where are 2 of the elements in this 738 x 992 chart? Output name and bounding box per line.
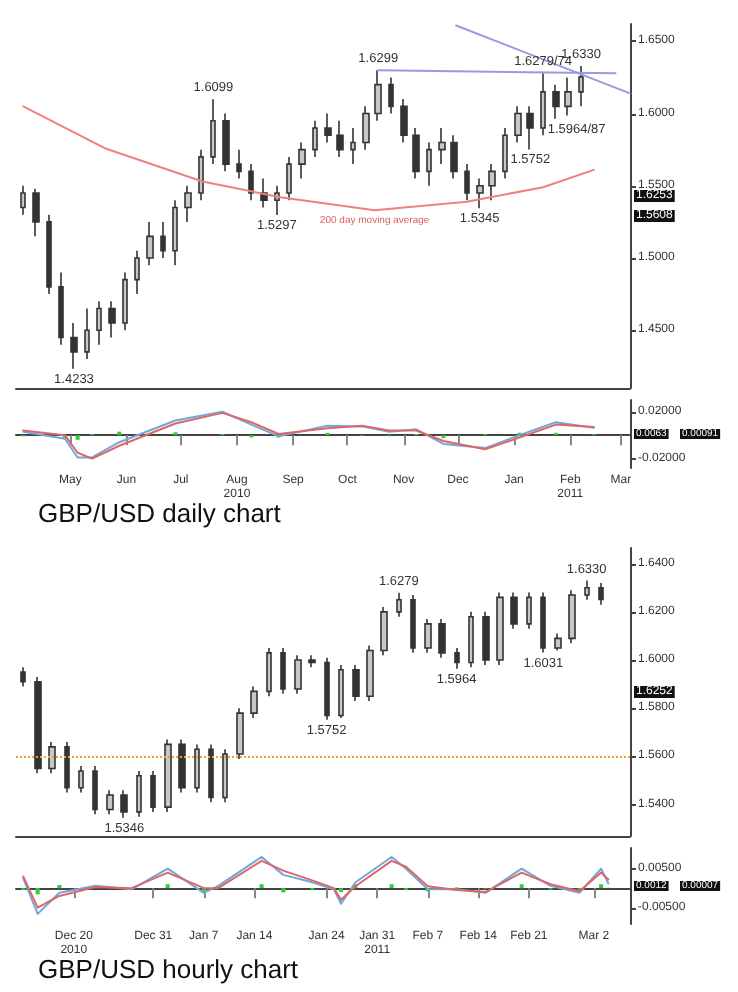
text: GBP/USD hourly chart xyxy=(38,954,299,984)
text: GBP/USD daily chart xyxy=(38,498,282,528)
